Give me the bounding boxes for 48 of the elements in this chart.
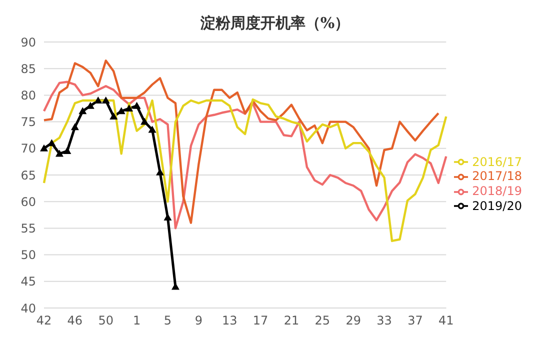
legend-label: 2017/18	[472, 169, 522, 184]
x-tick-label: 25	[314, 314, 330, 328]
point	[125, 104, 134, 112]
point	[164, 214, 172, 221]
y-tick-label: 75	[20, 115, 36, 130]
y-tick-label: 50	[20, 248, 36, 262]
point	[102, 96, 110, 104]
point	[132, 102, 141, 109]
point	[70, 123, 79, 130]
y-tick-label: 45	[20, 274, 36, 289]
y-tick-label: 70	[20, 142, 36, 156]
legend-label: 2016/17	[472, 154, 522, 169]
y-tick-label: 85	[20, 62, 36, 76]
x-tick-label: 13	[222, 314, 238, 328]
y-tick-label: 40	[20, 301, 36, 316]
x-tick-label: 21	[284, 314, 300, 328]
x-tick-label: 46	[67, 314, 83, 328]
x-tick-label: 37	[408, 314, 423, 328]
point	[148, 126, 156, 133]
point	[94, 96, 102, 104]
y-tick-label: 80	[20, 88, 36, 102]
point	[110, 112, 118, 120]
point	[140, 118, 149, 125]
point	[78, 107, 87, 114]
x-tick-label: 42	[36, 314, 52, 328]
x-tick-label: 41	[438, 314, 454, 328]
legend-label: 2018/19	[472, 184, 522, 198]
point	[63, 147, 72, 154]
x-tick-label: 33	[376, 314, 392, 328]
line-series	[42, 60, 440, 224]
y-tick-label: 65	[20, 168, 36, 182]
x-tick-label: 9	[194, 314, 202, 328]
x-tick-label: 50	[98, 314, 114, 328]
point	[55, 150, 64, 157]
y-tick-label: 90	[20, 35, 36, 50]
chart-title: 淀粉周度开机率（%）	[199, 13, 351, 34]
line-series	[42, 98, 448, 242]
point	[171, 282, 180, 290]
line-series	[42, 80, 448, 230]
point	[40, 144, 48, 152]
x-tick-label: 5	[164, 314, 172, 328]
y-tick-label: 55	[20, 221, 36, 236]
x-tick-label: 1	[132, 314, 141, 328]
point	[156, 168, 164, 176]
legend-label: 2019/20	[472, 198, 522, 213]
x-tick-label: 17	[252, 314, 268, 328]
x-tick-label: 29	[346, 314, 361, 328]
y-tick-label: 60	[20, 194, 36, 209]
